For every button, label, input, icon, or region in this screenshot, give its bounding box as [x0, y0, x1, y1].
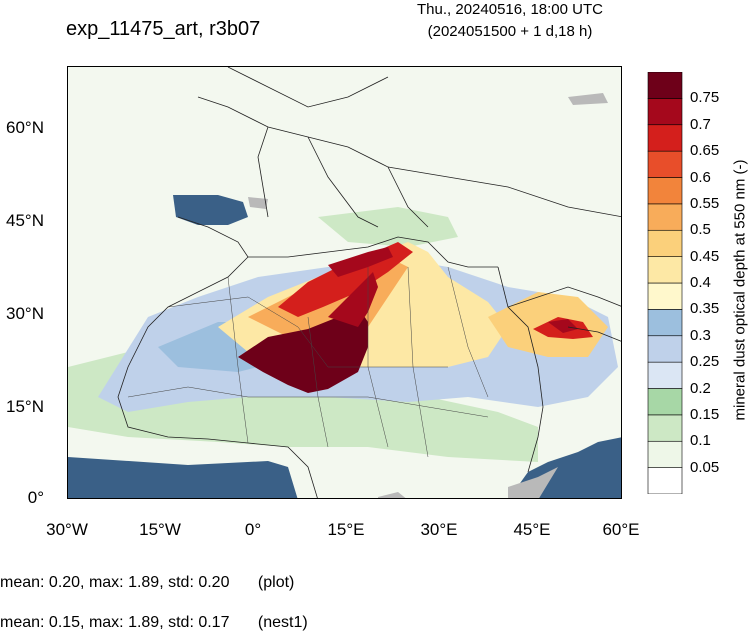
lat-label-15n: 15°N	[6, 397, 44, 416]
lon-label-30e: 30°E	[420, 520, 458, 539]
colorbar-tick-label: 0.45	[690, 247, 720, 265]
stats-nest: mean: 0.15, max: 1.89, std: 0.17 (nest1)	[0, 614, 308, 632]
dust-core-maximum	[238, 307, 368, 393]
colorbar-tick-label: 0.6	[690, 168, 711, 186]
stats-nest-tag: (nest1)	[257, 614, 308, 631]
colorbar-swatch	[647, 150, 683, 178]
coastlines	[117, 67, 621, 498]
colorbar-swatch	[647, 98, 683, 126]
country-borders	[127, 266, 489, 458]
missing-patch	[378, 492, 406, 498]
colorbar-swatch	[647, 282, 683, 310]
colorbar-tick-label: 0.4	[690, 274, 711, 291]
colorbar-swatch	[647, 361, 683, 389]
map-svg	[68, 67, 621, 498]
lat-label-60n: 60°N	[6, 118, 44, 137]
colorbar-tick-label: 0.1	[690, 432, 711, 450]
stats-nest-values: mean: 0.15, max: 1.89, std: 0.17	[0, 614, 230, 631]
colorbar-tick-label: 0.05	[690, 458, 720, 476]
ocean-biscay	[173, 195, 248, 225]
colorbar-tick-label: 0.7	[690, 115, 711, 133]
colorbar-swatch	[647, 177, 683, 205]
colorbar-swatch	[647, 256, 683, 284]
colorbar-swatch	[647, 124, 683, 152]
map-panel	[67, 66, 622, 499]
stats-plot-tag: (plot)	[257, 574, 295, 591]
dust-core-plume	[328, 272, 378, 327]
missing-patch	[508, 467, 558, 498]
missing-patch	[248, 197, 268, 209]
colorbar-swatch	[647, 203, 683, 231]
lon-label-0: 0°	[244, 520, 262, 539]
colorbar-swatch	[647, 388, 683, 416]
colorbar-tick-label: 0.3	[690, 326, 711, 344]
colorbar-swatch	[647, 72, 683, 99]
colorbar-swatch	[647, 229, 683, 257]
colorbar-tick-label: 0.75	[690, 89, 720, 107]
colorbar	[647, 72, 683, 494]
colorbar-tick-label: 0.15	[690, 405, 720, 423]
lon-label-45e: 45°E	[513, 520, 551, 539]
colorbar-tick-label: 0.55	[690, 194, 720, 212]
dust-red-band	[328, 247, 393, 277]
colorbar-swatch	[647, 335, 683, 363]
lat-label-0: 0°	[27, 488, 44, 507]
lon-label-15w: 15°W	[139, 520, 181, 539]
colorbar-tick-label: 0.2	[690, 379, 711, 397]
lat-label-45n: 45°N	[6, 211, 44, 230]
valid-time: Thu., 20240516, 18:00 UTC	[417, 1, 603, 18]
stats-plot: mean: 0.20, max: 1.89, std: 0.20 (plot)	[0, 574, 294, 592]
colorbar-tick-label: 0.5	[690, 221, 711, 239]
lon-label-15e: 15°E	[327, 520, 365, 539]
dust-red-band	[548, 319, 578, 333]
colorbar-swatch	[647, 309, 683, 337]
colorbar-title: mineral dust optical depth at 550 nm (-)	[731, 159, 749, 421]
colorbar-tick-label: 0.65	[690, 142, 720, 160]
colorbar-tick-label: 0.35	[690, 300, 720, 318]
missing-patch	[568, 93, 608, 105]
stats-plot-values: mean: 0.20, max: 1.89, std: 0.20	[0, 574, 230, 591]
ocean-atlantic	[68, 457, 298, 498]
lon-label-30w: 30°W	[46, 520, 88, 539]
colorbar-swatch	[647, 440, 683, 468]
dust-low-swath	[318, 207, 458, 247]
colorbar-swatch	[647, 467, 683, 494]
init-time: (2024051500 + 1 d,18 h)	[427, 23, 593, 40]
lat-label-30n: 30°N	[6, 304, 44, 323]
colorbar-swatch	[647, 414, 683, 442]
colorbar-tick-label: 0.25	[690, 353, 720, 371]
lon-label-60e: 60°E	[602, 520, 640, 539]
plot-title: exp_11475_art, r3b07	[66, 18, 261, 40]
